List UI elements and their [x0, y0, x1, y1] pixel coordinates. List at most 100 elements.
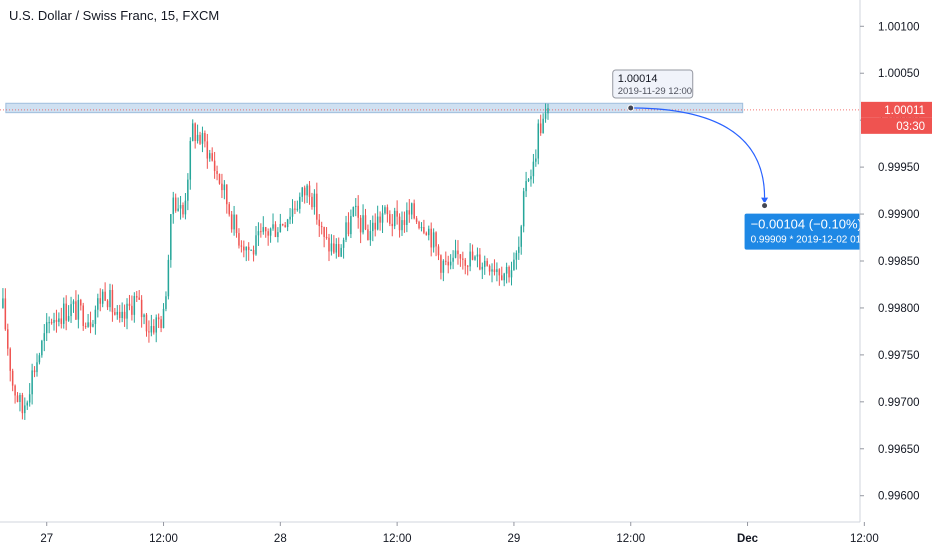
price-axis[interactable]: 1.001001.000501.000000.999500.999000.998…: [859, 0, 932, 550]
candle-body: [55, 319, 58, 322]
candle-body: [262, 227, 265, 232]
candle-body: [447, 261, 449, 266]
candle-body: [372, 222, 374, 232]
candle-body: [306, 185, 308, 196]
x-tick-label: 27: [40, 533, 53, 545]
candle-body: [410, 203, 413, 215]
candle-body: [454, 250, 457, 258]
candle-body: [418, 221, 420, 229]
candle-body: [45, 322, 48, 334]
candle-body: [133, 296, 136, 315]
candle-body: [153, 326, 155, 333]
candle-body: [118, 311, 121, 319]
candle-body: [435, 232, 437, 247]
candle-body: [111, 289, 114, 313]
candle-body: [320, 226, 323, 228]
candle-body: [162, 308, 165, 328]
candle-body: [476, 254, 479, 257]
last-price-badge[interactable]: [861, 101, 932, 118]
projection-end-point[interactable]: [761, 202, 769, 210]
candle-body: [114, 312, 116, 315]
candle-body: [33, 370, 36, 373]
candle-body: [430, 228, 432, 248]
x-tick-label: Dec: [737, 533, 759, 545]
candle-body: [126, 303, 128, 319]
candle-body: [145, 314, 148, 332]
candle-body: [423, 227, 425, 233]
candle-body: [313, 193, 316, 208]
candle-body: [213, 160, 216, 172]
candle-body: [289, 216, 291, 220]
candle-body: [537, 123, 540, 159]
countdown-label: 03:30: [896, 121, 925, 133]
x-tick-label: 12:00: [149, 533, 178, 545]
candle-body: [140, 299, 143, 318]
candle-body: [396, 210, 398, 217]
candle-body: [272, 224, 274, 229]
candle-body: [243, 246, 245, 251]
candle-body: [75, 301, 77, 320]
candle-body: [28, 394, 31, 403]
candle-body: [97, 298, 99, 310]
y-tick-label: 0.99800: [878, 303, 920, 315]
candle-body: [274, 224, 277, 238]
candle-body: [250, 249, 252, 251]
candle-body: [340, 247, 342, 257]
candle-body: [24, 405, 26, 414]
candle-body: [350, 216, 352, 235]
candle-body: [160, 319, 162, 328]
point-tooltip-box: [612, 69, 694, 99]
candle-body: [38, 355, 41, 363]
candle-body: [182, 205, 184, 215]
candle-body: [116, 311, 119, 315]
candle-body: [452, 257, 454, 262]
candle-body: [323, 227, 325, 237]
projection-target-text: 0.99909 * 2019-12-02 01:45: [751, 235, 876, 246]
projection-start-point[interactable]: [627, 104, 635, 112]
candle-body: [445, 260, 447, 262]
candle-body: [469, 251, 471, 267]
candle-body: [379, 216, 381, 223]
candle-body: [391, 223, 394, 227]
candle-body: [221, 183, 223, 191]
y-tick-label: 0.99900: [878, 209, 920, 221]
candle-body: [206, 141, 209, 159]
candle-body: [330, 243, 333, 252]
candle-body: [527, 179, 530, 182]
candle-body: [172, 197, 175, 215]
price-range-box[interactable]: [5, 102, 744, 114]
price-axis-background: [860, 0, 932, 550]
candle-body: [311, 196, 313, 208]
candle-body: [498, 269, 501, 276]
candle-body: [522, 191, 525, 227]
candle-body: [318, 219, 321, 227]
y-tick-label: 0.99850: [878, 256, 920, 268]
candle-body: [255, 235, 257, 255]
x-tick-label: 29: [508, 533, 521, 545]
candle-body: [77, 299, 80, 320]
candle-body: [279, 223, 282, 233]
candle-body: [413, 203, 415, 219]
projection-arrowhead: [761, 197, 769, 204]
projection-curve[interactable]: [630, 107, 766, 198]
candle-body: [240, 245, 243, 247]
candle-body: [362, 215, 364, 233]
candle-body: [483, 260, 486, 267]
candle-body: [179, 205, 182, 209]
candle-body: [457, 250, 459, 255]
candle-body: [138, 297, 140, 300]
candle-body: [398, 216, 401, 231]
candle-body: [539, 123, 542, 134]
candle-body: [165, 296, 167, 309]
candle-body: [535, 158, 537, 162]
range-box-layer[interactable]: [5, 102, 744, 114]
candle-body: [325, 236, 328, 238]
last-price-label: 1.00011: [884, 105, 925, 117]
candle-body: [128, 303, 131, 306]
candle-body: [376, 216, 379, 230]
candle-body: [121, 311, 123, 319]
candle-body: [432, 232, 435, 248]
